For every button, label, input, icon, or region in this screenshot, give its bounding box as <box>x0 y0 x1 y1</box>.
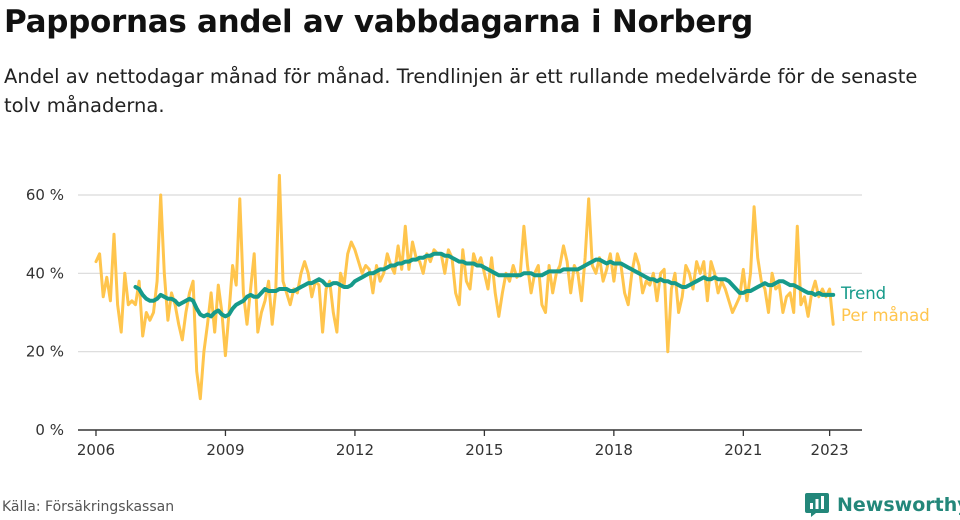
bar-chart-speech-bubble-icon <box>805 493 829 517</box>
y-tick-label: 40 % <box>26 264 64 282</box>
page-title: Pappornas andel av vabbdagarna i Norberg <box>4 4 753 40</box>
monthly-series-line <box>94 173 835 401</box>
x-tick-label: 2018 <box>595 441 633 459</box>
monthly-series-label: Per månad <box>841 306 930 325</box>
x-tick-label: 2006 <box>77 441 115 459</box>
page-subtitle: Andel av nettodagar månad för månad. Tre… <box>4 65 918 117</box>
x-tick-label: 2023 <box>811 441 849 459</box>
x-tick-label: 2009 <box>206 441 244 459</box>
x-tick-label: 2021 <box>724 441 762 459</box>
y-tick-label: 60 % <box>26 186 64 204</box>
x-tick-label: 2015 <box>465 441 503 459</box>
brand-logo: Newsworthy <box>804 490 960 520</box>
trend-series-label: Trend <box>840 284 886 303</box>
source-note: Källa: Försäkringskassan <box>2 499 175 515</box>
x-tick-label: 2012 <box>336 441 374 459</box>
brand-name: Newsworthy <box>837 494 960 516</box>
trend-series-line <box>133 251 836 319</box>
y-tick-label: 0 % <box>35 421 64 439</box>
y-tick-label: 20 % <box>26 343 64 361</box>
